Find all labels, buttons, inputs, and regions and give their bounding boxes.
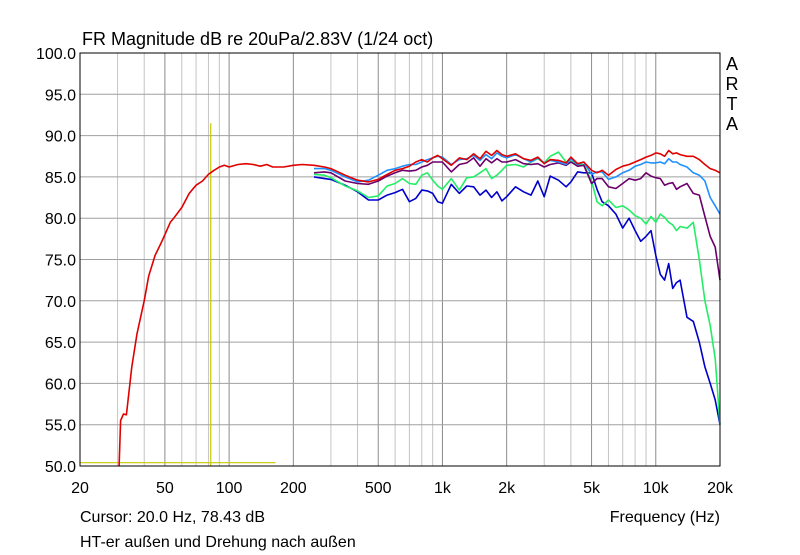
- y-tick-label: 95.0: [45, 87, 76, 104]
- y-tick-label: 90.0: [45, 129, 76, 146]
- series-lines: [118, 149, 721, 467]
- x-axis-label: Frequency (Hz): [610, 509, 720, 526]
- watermark-letter: A: [726, 54, 738, 74]
- plot-frame: [79, 52, 721, 467]
- y-tick-label: 50.0: [45, 459, 76, 476]
- y-tick-label: 75.0: [45, 253, 76, 270]
- chart-note: HT-er außen und Drehung nach außen: [80, 534, 356, 551]
- x-tick-label: 100: [216, 480, 243, 497]
- cursor-markers: [80, 123, 276, 466]
- series-line-5: [313, 171, 721, 425]
- x-tick-label: 20: [71, 480, 89, 497]
- watermark-letter: A: [726, 114, 738, 134]
- chart-title: FR Magnitude dB re 20uPa/2.83V (1/24 oct…: [82, 29, 433, 49]
- watermark-letter: R: [726, 74, 739, 94]
- series-line-2: [314, 152, 721, 215]
- y-tick-label: 80.0: [45, 211, 76, 228]
- grid: [80, 53, 720, 466]
- y-tick-label: 60.0: [45, 376, 76, 393]
- x-tick-label: 10k: [643, 480, 670, 497]
- x-tick-label: 5k: [583, 480, 601, 497]
- x-tick-label: 1k: [434, 480, 452, 497]
- y-tick-label: 55.0: [45, 418, 76, 435]
- y-tick-label: 100.0: [36, 46, 76, 63]
- series-line-3: [313, 157, 721, 281]
- x-axis-ticks: 20 50 100 200 500 1k 2k 5k 10k 20k: [71, 480, 734, 497]
- x-tick-label: 2k: [498, 480, 516, 497]
- y-tick-label: 70.0: [45, 294, 76, 311]
- cursor-readout: Cursor: 20.0 Hz, 78.43 dB: [80, 509, 265, 526]
- x-tick-label: 500: [365, 480, 392, 497]
- y-tick-label: 65.0: [45, 335, 76, 352]
- x-tick-label: 200: [280, 480, 307, 497]
- watermark-letter: T: [727, 94, 738, 114]
- x-tick-label: 20k: [707, 480, 734, 497]
- series-line-1: [118, 149, 721, 467]
- y-tick-label: 85.0: [45, 170, 76, 187]
- x-tick-label: 50: [156, 480, 174, 497]
- y-axis-ticks: 50.0 55.0 60.0 65.0 70.0 75.0 80.0 85.0 90.0 95.0…: [36, 46, 76, 476]
